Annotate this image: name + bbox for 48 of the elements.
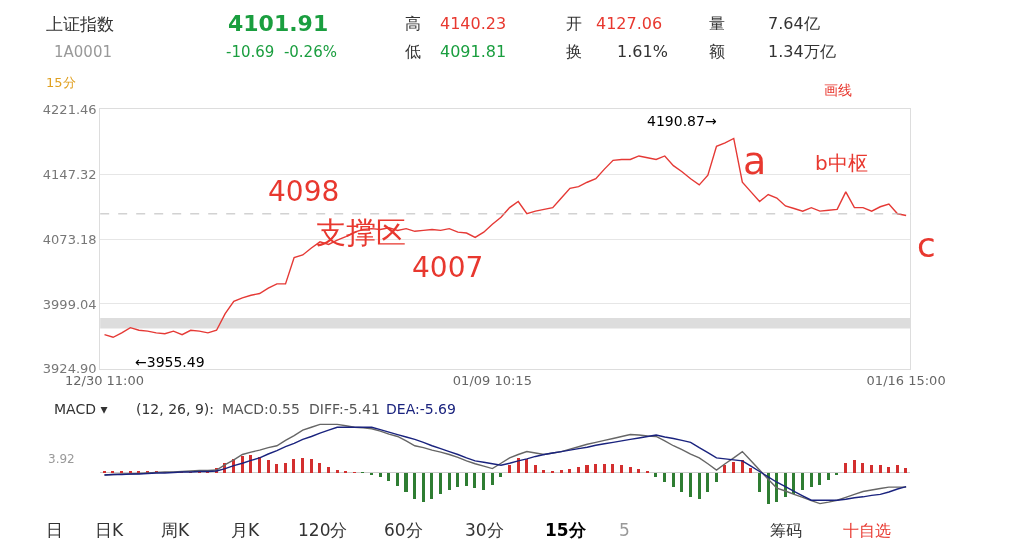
annotation: a [743, 139, 767, 183]
text: 1.61% [617, 42, 668, 61]
text: 4127.06 [596, 14, 663, 33]
text: 量 [709, 14, 725, 33]
text: 4091.81 [440, 42, 507, 61]
text: 15分 [545, 520, 587, 540]
text: 30分 [465, 520, 504, 540]
text: 周K [161, 520, 190, 540]
text: 120分 [298, 520, 348, 540]
text: 月K [231, 520, 260, 540]
text: 画线 [824, 82, 852, 98]
annotation: ←3955.49 [135, 354, 205, 370]
annotation: 4007 [412, 251, 484, 284]
annotation: 4098 [268, 175, 340, 208]
text: 4140.23 [440, 14, 507, 33]
text: 开 [566, 14, 582, 33]
x-tick-label: 01/09 10:15 [452, 373, 532, 389]
text: c [917, 225, 936, 265]
text: 低 [405, 42, 421, 61]
annotation: 4190.87→ [647, 113, 717, 129]
text: 筹码 [770, 521, 802, 540]
text: 3.92 [48, 452, 75, 466]
annotation: b中枢 [815, 151, 868, 175]
text: 额 [709, 42, 725, 61]
text: MACD ▾ [54, 401, 108, 417]
y-tick-label: 3999.04 [42, 296, 97, 312]
y-tick-label: 4147.32 [42, 166, 97, 182]
text: 4101.91 [228, 11, 329, 36]
text: 7.64亿 [768, 14, 820, 33]
text: 1.34万亿 [768, 42, 836, 61]
text: 十自选 [843, 521, 891, 540]
text: 换 [566, 42, 582, 61]
text: 日K [95, 520, 124, 540]
chart-title: 上证指数 [46, 14, 114, 34]
y-tick-label: 4073.18 [42, 231, 97, 247]
text: DEA:-5.69 [386, 401, 456, 417]
text: MACD:0.55 [222, 401, 300, 417]
chart-subtitle: 1A0001 [54, 43, 112, 61]
text: -10.69 -0.26% [226, 43, 337, 61]
text: 高 [405, 14, 421, 33]
y-tick-label: 4221.46 [42, 101, 97, 117]
text: 5 [619, 520, 630, 540]
text: (12, 26, 9): [136, 401, 214, 417]
text: 15分 [46, 75, 76, 90]
x-tick-label: 01/16 15:00 [866, 373, 946, 389]
text: 日 [46, 520, 63, 540]
text: DIFF:-5.41 [309, 401, 380, 417]
text: 60分 [384, 520, 423, 540]
